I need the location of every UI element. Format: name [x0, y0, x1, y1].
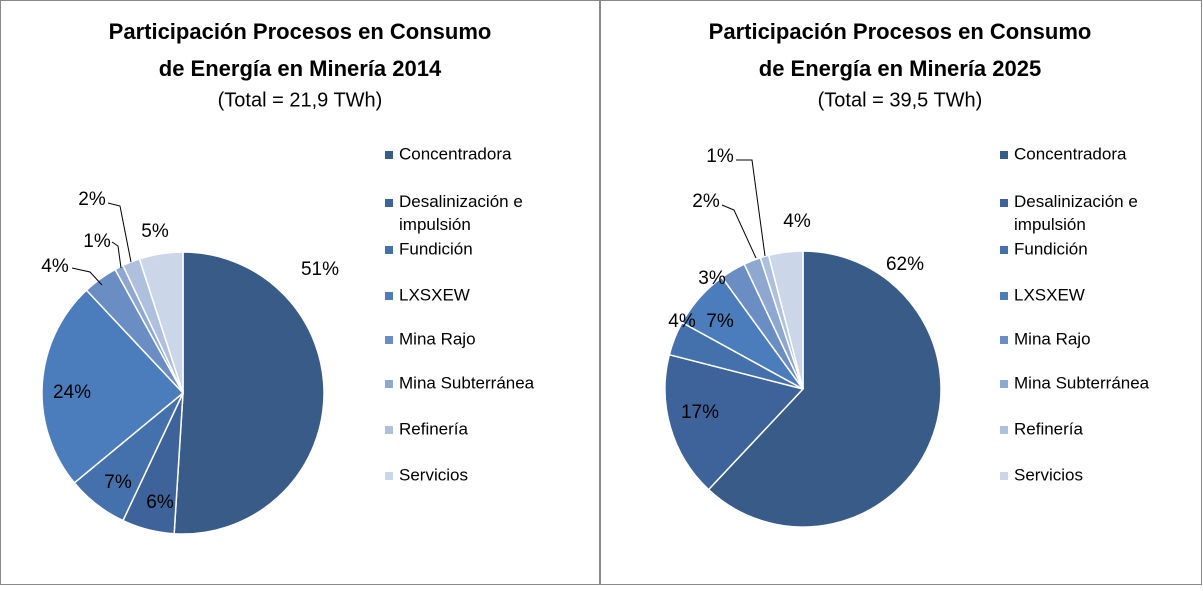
data-label: 2%: [692, 191, 720, 212]
data-label: 51%: [301, 259, 339, 280]
data-label: 7%: [706, 311, 734, 332]
leader-line: [111, 241, 122, 269]
pie-slice: [767, 250, 804, 390]
data-label: 2%: [78, 189, 106, 210]
data-label: 5%: [141, 221, 169, 242]
leader-line: [71, 267, 103, 286]
data-label: 1%: [706, 146, 734, 167]
chart-frame: [600, 0, 1202, 585]
legend-swatch: [385, 292, 393, 300]
legend-label: Mina Rajo: [399, 329, 476, 348]
pie-slice: [664, 353, 805, 491]
legend-label: Concentradora: [1014, 144, 1127, 163]
legend-swatch: [1000, 246, 1008, 254]
leader-line: [107, 202, 132, 263]
legend-swatch: [1000, 380, 1008, 388]
legend-label: Mina Subterránea: [399, 373, 535, 392]
data-label: 6%: [146, 492, 174, 513]
chart-title: de Energía en Minería 2025: [759, 56, 1041, 81]
legend-label: Desalinización e impulsión: [1014, 192, 1143, 234]
pie-slice: [173, 251, 325, 535]
legend-swatch: [385, 426, 393, 434]
data-label: 4%: [783, 211, 811, 232]
legend-swatch: [1000, 151, 1008, 159]
legend-swatch: [385, 199, 393, 207]
legend-swatch: [385, 336, 393, 344]
legend-swatch: [385, 380, 393, 388]
chart-subtitle: (Total = 21,9 TWh): [218, 89, 383, 111]
legend-label: LXSXEW: [399, 285, 470, 304]
chart-title: Participación Procesos en Consumo: [109, 19, 492, 44]
data-label: 17%: [681, 402, 719, 423]
data-label: 62%: [886, 254, 924, 275]
chart-subtitle: (Total = 39,5 TWh): [818, 89, 983, 111]
legend-swatch: [1000, 199, 1008, 207]
legend-label: Refinería: [1014, 419, 1084, 438]
data-label: 4%: [41, 256, 69, 277]
legend-swatch: [385, 246, 393, 254]
legend-swatch: [1000, 336, 1008, 344]
legend-label: Servicios: [399, 465, 468, 484]
legend-label: Concentradora: [399, 144, 512, 163]
legend-swatch: [1000, 292, 1008, 300]
leader-line: [736, 159, 766, 257]
legend-label: Mina Rajo: [1014, 329, 1091, 348]
legend-label: Fundición: [1014, 239, 1088, 258]
chart-frame: [0, 0, 600, 585]
data-label: 3%: [698, 268, 726, 289]
legend-label: LXSXEW: [1014, 285, 1085, 304]
legend-label: Fundición: [399, 239, 473, 258]
pie-slice: [707, 250, 942, 528]
legend-label: Refinería: [399, 419, 469, 438]
chart-title: de Energía en Minería 2014: [159, 56, 442, 81]
pie-slice: [41, 289, 185, 484]
data-label: 1%: [83, 231, 111, 252]
data-label: 24%: [53, 382, 91, 403]
legend-label: Servicios: [1014, 465, 1083, 484]
legend-swatch: [385, 472, 393, 480]
chart-title: Participación Procesos en Consumo: [709, 19, 1092, 44]
legend-label: Mina Subterránea: [1014, 373, 1150, 392]
legend-swatch: [1000, 472, 1008, 480]
data-label: 4%: [668, 311, 696, 332]
pie-slice: [138, 251, 184, 394]
legend-swatch: [385, 151, 393, 159]
leader-line: [721, 204, 757, 259]
legend-label: Desalinización e impulsión: [399, 192, 528, 234]
legend-swatch: [1000, 426, 1008, 434]
data-label: 7%: [104, 472, 132, 493]
